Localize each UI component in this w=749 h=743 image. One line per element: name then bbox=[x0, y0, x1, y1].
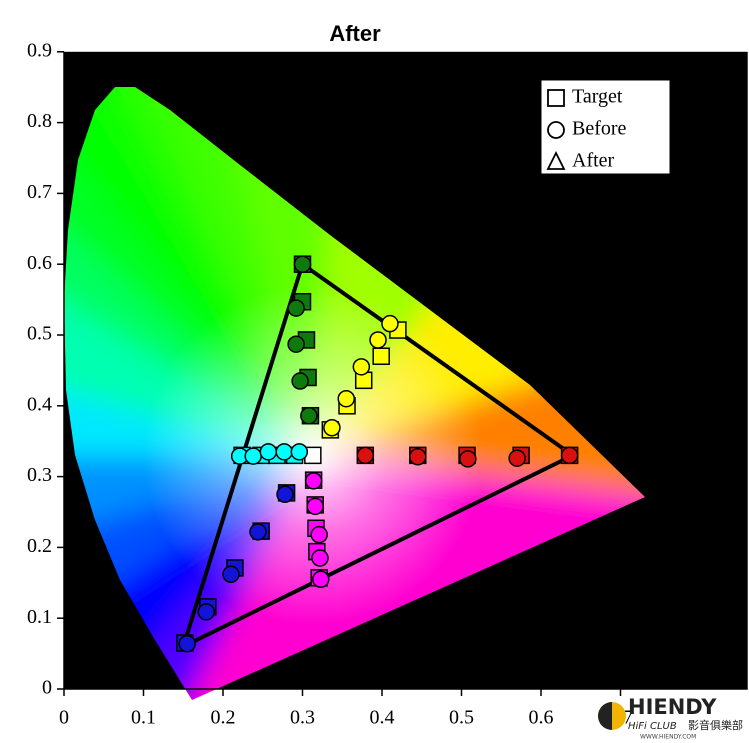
legend: Target Before After bbox=[540, 79, 671, 175]
y-tick-label: 0.4 bbox=[27, 393, 52, 415]
data-point bbox=[291, 372, 309, 390]
data-point bbox=[276, 485, 294, 504]
data-point bbox=[311, 549, 329, 567]
y-tick-label: 0.6 bbox=[27, 252, 52, 274]
x-tick-label: 0.3 bbox=[290, 707, 315, 729]
y-tick-label: 0.5 bbox=[27, 323, 52, 345]
data-point bbox=[304, 472, 323, 490]
data-point bbox=[381, 314, 399, 333]
data-point bbox=[312, 570, 330, 589]
data-point bbox=[287, 299, 305, 317]
legend-label: Target bbox=[572, 86, 623, 108]
watermark-brand: HIENDY bbox=[628, 695, 717, 719]
data-point bbox=[459, 450, 477, 468]
chart-title: After bbox=[329, 21, 381, 46]
data-point bbox=[356, 446, 375, 465]
data-point bbox=[372, 347, 390, 365]
y-tick-label: 0.3 bbox=[27, 464, 52, 486]
x-tick-label: 0.5 bbox=[449, 707, 474, 729]
data-point bbox=[197, 603, 216, 621]
data-point bbox=[560, 446, 579, 465]
x-tick-label: 0 bbox=[59, 707, 69, 729]
data-point bbox=[508, 449, 526, 467]
data-point bbox=[222, 565, 240, 584]
data-point bbox=[310, 525, 328, 544]
legend-label: After bbox=[572, 150, 615, 172]
x-tick-label: 0.4 bbox=[370, 707, 395, 729]
data-point bbox=[300, 406, 318, 425]
x-tick-label: 0.2 bbox=[211, 707, 236, 729]
legend-marker bbox=[547, 89, 565, 107]
x-tick-label: 0.6 bbox=[529, 707, 554, 729]
y-tick-label: 0.1 bbox=[27, 606, 52, 628]
data-point bbox=[249, 523, 267, 541]
data-point bbox=[293, 255, 312, 273]
watermark-club: HiFi CLUB bbox=[628, 721, 677, 732]
y-tick-label: 0 bbox=[42, 677, 52, 699]
y-tick-label: 0.9 bbox=[27, 39, 52, 61]
data-point bbox=[259, 443, 278, 461]
data-point bbox=[369, 331, 387, 349]
data-point bbox=[323, 418, 341, 437]
y-tick-label: 0.7 bbox=[27, 181, 52, 203]
watermark-chinese: 影音俱樂部 bbox=[688, 718, 743, 732]
data-point bbox=[275, 443, 293, 461]
data-point bbox=[290, 443, 309, 461]
data-point bbox=[287, 335, 305, 353]
data-point bbox=[306, 497, 324, 516]
legend-marker bbox=[546, 150, 566, 170]
legend-marker bbox=[547, 121, 565, 139]
data-point bbox=[352, 358, 371, 376]
watermark-url: WWW.HIENDY.COM bbox=[640, 734, 696, 741]
data-point bbox=[409, 448, 427, 466]
x-tick-label: 0.1 bbox=[131, 707, 156, 729]
data-point bbox=[178, 634, 196, 653]
data-point bbox=[244, 447, 262, 465]
y-tick-label: 0.2 bbox=[27, 535, 52, 557]
y-tick-label: 0.8 bbox=[27, 110, 52, 132]
watermark: HIENDY HiFi CLUB 影音俱樂部 WWW.HIENDY.COM bbox=[598, 695, 743, 741]
data-point bbox=[337, 389, 355, 408]
legend-label: Before bbox=[572, 118, 627, 140]
